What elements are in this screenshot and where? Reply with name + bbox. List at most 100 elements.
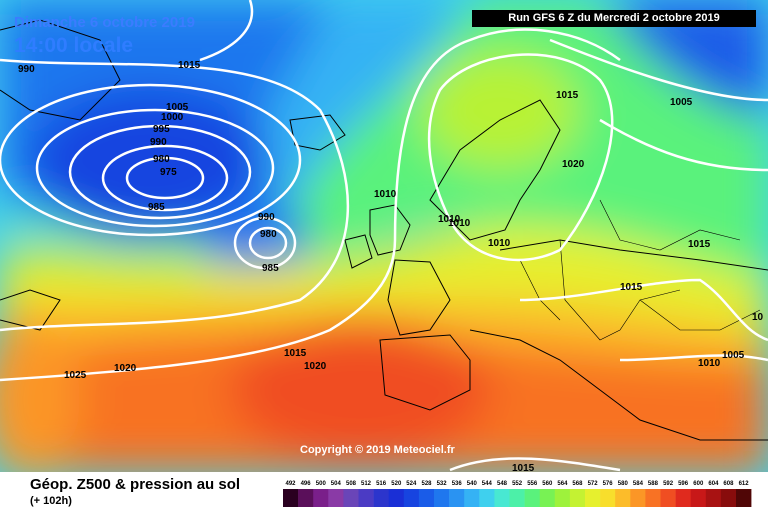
pressure-label: 1005	[722, 350, 745, 361]
legend-tick-label: 500	[316, 481, 327, 487]
legend-swatch	[524, 489, 540, 507]
legend-tick-label: 588	[648, 481, 659, 487]
pressure-label: 1010	[698, 358, 721, 369]
legend-swatch	[554, 489, 571, 507]
legend-swatch	[343, 489, 359, 507]
legend-tick-label: 560	[542, 481, 553, 487]
legend-swatch	[283, 489, 299, 507]
pressure-label: 1010	[374, 189, 397, 200]
legend-swatch	[736, 489, 752, 507]
pressure-label: 1015	[284, 348, 307, 359]
legend-tick-label: 548	[497, 481, 508, 487]
legend-tick-label: 596	[678, 481, 689, 487]
pressure-label: 1025	[64, 370, 87, 381]
pressure-labels: 990 1015 1005 1000 995 990 980 975 985 9…	[18, 60, 764, 472]
pressure-label: 995	[153, 124, 170, 135]
legend-tick-label: 536	[452, 481, 463, 487]
geopotential-pressure-map: 990 1015 1005 1000 995 990 980 975 985 9…	[0, 0, 768, 472]
legend-swatch	[705, 489, 722, 507]
pressure-label: 990	[258, 212, 275, 223]
legend-tick-label: 592	[663, 481, 674, 487]
forecast-offset: (+ 102h)	[30, 495, 72, 507]
copyright-notice: Copyright © 2019 Meteociel.fr	[300, 444, 455, 456]
legend-tick-label: 604	[708, 481, 719, 487]
pressure-label: 990	[150, 137, 167, 148]
run-info-banner: Run GFS 6 Z du Mercredi 2 octobre 2019	[472, 10, 756, 27]
color-scale-legend: 492 496 500 504 508 512 516 520 524 528 532 536 540 5…	[283, 481, 752, 507]
legend-swatch	[298, 489, 314, 507]
map-title: Géop. Z500 & pression au sol	[30, 476, 241, 493]
legend-tick-label: 584	[633, 481, 644, 487]
legend-tick-label: 556	[527, 481, 538, 487]
pressure-label: 1020	[562, 159, 585, 170]
legend-swatch	[373, 489, 389, 507]
pressure-label: 1000	[161, 112, 184, 123]
legend-tick-label: 540	[467, 481, 478, 487]
legend-tick-label: 504	[331, 481, 342, 487]
legend-tick-label: 600	[693, 481, 704, 487]
legend-swatch	[509, 489, 525, 507]
pressure-label: 1015	[556, 90, 579, 101]
pressure-label: 980	[260, 229, 277, 240]
legend-tick-label: 580	[618, 481, 629, 487]
legend-swatch	[569, 489, 586, 507]
legend-tick-label: 544	[482, 481, 493, 487]
legend-swatch	[615, 489, 631, 507]
legend-swatch	[313, 489, 329, 507]
legend-tick-label: 512	[361, 481, 372, 487]
legend-tick-label: 496	[301, 481, 312, 487]
legend-swatch	[720, 489, 737, 507]
legend-tick-label: 576	[603, 481, 614, 487]
legend-swatch	[539, 489, 556, 507]
legend-swatch	[418, 489, 435, 507]
legend-swatch	[690, 489, 707, 507]
forecast-date: Dimanche 6 octobre 2019	[14, 14, 195, 31]
pressure-label: 1010	[488, 238, 511, 249]
pressure-label: 1015	[620, 282, 643, 293]
pressure-label: 1020	[114, 363, 137, 374]
legend-tick-label: 572	[588, 481, 599, 487]
isobars	[0, 0, 768, 472]
forecast-time: 14:00 locale	[14, 34, 134, 57]
legend-swatch	[585, 489, 601, 507]
pressure-label: 980	[153, 154, 170, 165]
pressure-label: 1015	[512, 463, 535, 472]
pressure-label: 1015	[688, 239, 711, 250]
legend-swatch	[449, 489, 465, 507]
legend-swatch	[645, 489, 661, 507]
legend-swatch	[388, 489, 405, 507]
legend-swatch	[403, 489, 420, 507]
geopotential-color-field	[0, 0, 768, 472]
legend-tick-label: 516	[376, 481, 387, 487]
pressure-label: 985	[262, 263, 279, 274]
legend-tick-label: 564	[557, 481, 568, 487]
pressure-label: 990	[18, 64, 35, 75]
legend-tick-label: 608	[723, 481, 734, 487]
pressure-label: 1005	[670, 97, 693, 108]
legend-tick-label: 520	[391, 481, 402, 487]
pressure-label: 1010	[448, 218, 471, 229]
legend-swatch	[675, 489, 691, 507]
pressure-label: 1020	[304, 361, 327, 372]
legend-tick-label: 552	[512, 481, 523, 487]
legend-swatch	[358, 489, 374, 507]
legend-tick-label: 524	[406, 481, 417, 487]
legend-tick-label: 492	[285, 481, 296, 487]
legend-tick-label: 612	[739, 481, 750, 487]
pressure-label: 10	[752, 312, 764, 323]
legend-swatch	[660, 489, 676, 507]
legend-tick-label: 568	[572, 481, 583, 487]
legend-swatch	[630, 489, 646, 507]
pressure-label: 975	[160, 167, 177, 178]
pressure-label: 1010	[438, 214, 461, 225]
pressure-label: 1005	[166, 102, 189, 113]
legend-tick-label: 528	[421, 481, 432, 487]
pressure-label: 1015	[178, 60, 201, 71]
legend-swatch	[494, 489, 510, 507]
legend-tick-label: 508	[346, 481, 357, 487]
legend-tick-label: 532	[437, 481, 448, 487]
pressure-label: 985	[148, 202, 165, 213]
legend-swatch	[600, 489, 616, 507]
legend-swatch	[328, 489, 344, 507]
